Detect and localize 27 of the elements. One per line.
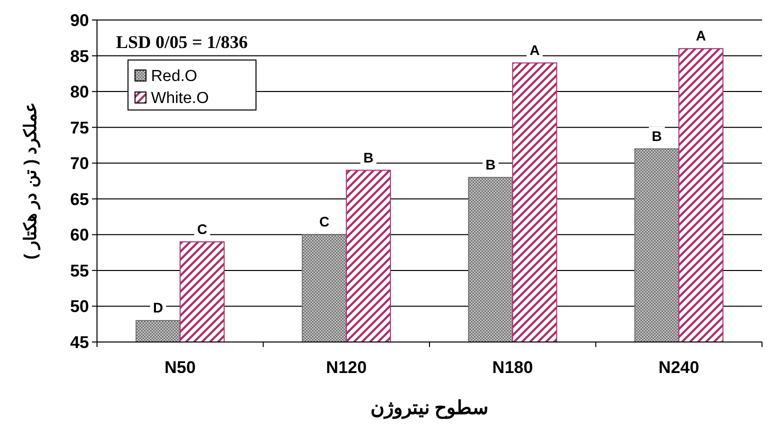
y-tick-label: 75 bbox=[70, 118, 89, 138]
data-label: D bbox=[153, 300, 164, 316]
data-label: A bbox=[530, 42, 540, 58]
y-tick-label: 85 bbox=[70, 46, 89, 66]
y-tick-label: 90 bbox=[70, 11, 89, 30]
x-axis-title: سطوح نیتروژن bbox=[370, 398, 489, 419]
data-label: C bbox=[197, 220, 208, 237]
y-tick-label: 50 bbox=[70, 297, 89, 316]
y-tick-label: 55 bbox=[70, 261, 89, 280]
y-tick-label: 80 bbox=[70, 82, 89, 102]
x-tick-label: N240 bbox=[658, 358, 700, 377]
data-label: B bbox=[363, 149, 374, 166]
annotation: LSD 0/05 = 1/836 bbox=[116, 32, 248, 52]
y-tick-label: 65 bbox=[70, 190, 89, 209]
y-axis-title: عملکرد ( تن در هکتار ) bbox=[21, 102, 41, 260]
legend-label: White.O bbox=[151, 90, 209, 107]
y-tick-label: 45 bbox=[70, 333, 89, 352]
data-label: B bbox=[652, 128, 662, 144]
data-label: A bbox=[696, 28, 706, 44]
data-label: B bbox=[486, 156, 496, 172]
legend-label: Red.O bbox=[151, 68, 198, 85]
x-tick-label: N120 bbox=[326, 358, 367, 377]
x-tick-label: N180 bbox=[492, 358, 533, 377]
x-tick-label: N50 bbox=[164, 358, 196, 377]
y-tick-label: 60 bbox=[70, 226, 89, 245]
data-label: C bbox=[319, 214, 330, 230]
y-tick-label: 70 bbox=[70, 154, 89, 174]
